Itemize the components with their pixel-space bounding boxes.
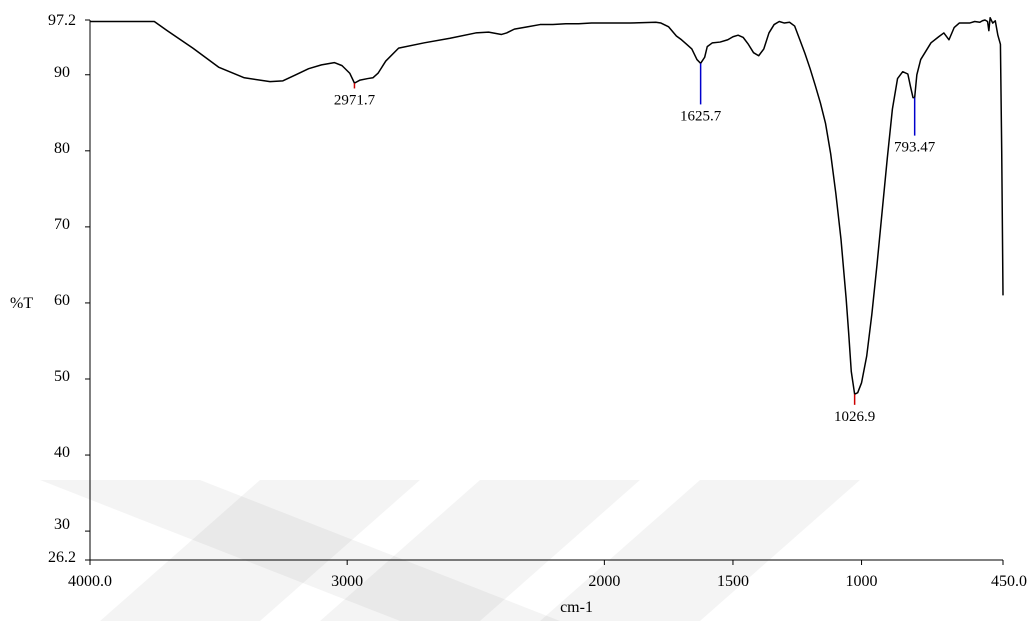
y-ticks: 97.2 90 80 70 60 50 40 30 26.2 [48,12,90,566]
x-tick-label: 1000 [846,573,878,590]
x-tick-label: 4000.0 [68,573,112,590]
y-tick-label: 90 [54,64,70,81]
y-tick-label: 80 [54,140,70,157]
x-tick-label: 2000 [588,573,620,590]
watermark [40,480,860,621]
y-tick-label: 70 [54,216,70,233]
x-tick-label: 1500 [717,573,749,590]
x-tick-label: 3000 [331,573,363,590]
watermark-stripe-4 [540,480,860,621]
watermark-stripe-2 [100,480,420,621]
x-axis-title: cm-1 [560,599,593,616]
y-tick-label: 97.2 [48,12,76,29]
y-tick-label: 50 [54,368,70,385]
x-ticks: 4000.0 3000 2000 1500 1000 450.0 [68,560,1027,590]
y-tick-label: 30 [54,516,70,533]
peak-label: 1026.9 [834,409,875,425]
y-tick-label: 26.2 [48,549,76,566]
peak-label: 2971.7 [334,92,376,108]
y-tick-label: 40 [54,444,70,461]
peak-label: 793.47 [894,140,936,156]
y-axis-title: %T [10,295,33,312]
peak-label: 1625.7 [680,108,722,124]
spectrum-line [90,16,1004,395]
peak-annotations: 2971.7 1625.7 1026.9 793.47 [334,63,936,425]
x-tick-label: 450.0 [991,573,1027,590]
watermark-stripe-1 [40,480,560,621]
y-tick-label: 60 [54,292,70,309]
watermark-stripe-3 [320,480,640,621]
